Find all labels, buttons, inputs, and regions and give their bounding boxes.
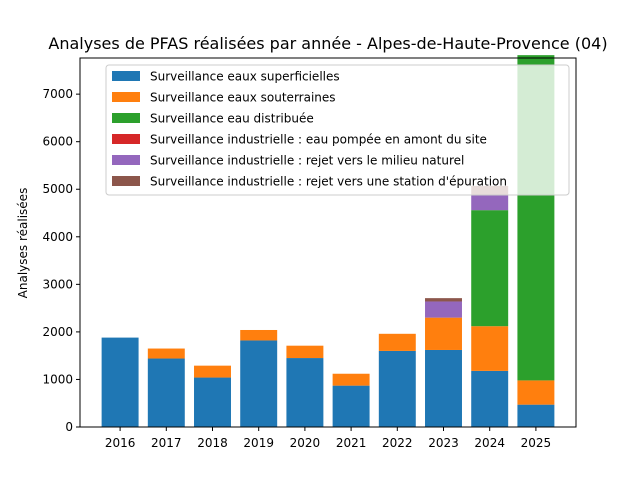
y-tick-label: 5000 bbox=[42, 182, 73, 196]
bar-segment-2025-series-1 bbox=[517, 404, 555, 427]
x-tick-label: 2019 bbox=[243, 436, 274, 450]
legend-label: Surveillance eau distribuée bbox=[150, 112, 314, 126]
x-tick-label: 2020 bbox=[290, 436, 321, 450]
x-axis: 2016 2017 2018 2019 2020 2021 2022 2023 2024 2025 bbox=[105, 427, 551, 450]
bar-segment-2018-series-2 bbox=[194, 365, 231, 378]
y-axis-label: Analyses réalisées bbox=[16, 188, 30, 299]
bar-segment-2023-series-2 bbox=[425, 317, 462, 350]
y-tick-label: 6000 bbox=[42, 135, 73, 149]
y-tick-label: 2000 bbox=[42, 325, 73, 339]
legend: Surveillance eaux superficielles Surveill… bbox=[105, 64, 570, 196]
legend-swatch bbox=[112, 71, 140, 81]
legend-label: Surveillance industrielle : rejet vers u… bbox=[150, 175, 507, 189]
x-tick-label: 2021 bbox=[336, 436, 367, 450]
chart-title: Analyses de PFAS réalisées par année - A… bbox=[48, 34, 607, 53]
bar-segment-2022-series-2 bbox=[378, 333, 416, 351]
bar-segment-2019-series-2 bbox=[240, 329, 278, 341]
y-tick-label: 1000 bbox=[42, 372, 73, 386]
bar-segment-2023-series-5 bbox=[425, 301, 462, 318]
bar-segment-2023-series-1 bbox=[425, 349, 462, 427]
x-tick-label: 2017 bbox=[151, 436, 182, 450]
bar-segment-2021-series-1 bbox=[332, 385, 370, 427]
legend-swatch bbox=[112, 92, 140, 102]
legend-label: Surveillance eaux souterraines bbox=[150, 91, 336, 105]
x-tick-label: 2025 bbox=[521, 436, 552, 450]
plot-frame bbox=[79, 57, 577, 428]
legend-box bbox=[105, 64, 570, 196]
legend-label: Surveillance industrielle : rejet vers l… bbox=[150, 154, 464, 168]
bar-segment-2020-series-1 bbox=[286, 358, 324, 427]
legend-swatch bbox=[112, 113, 140, 123]
legend-swatch bbox=[112, 134, 140, 144]
y-axis: 0 1000 2000 3000 4000 5000 6000 7000 bbox=[42, 87, 80, 434]
x-tick-label: 2022 bbox=[382, 436, 413, 450]
bar-segment-2017-series-2 bbox=[147, 348, 185, 359]
x-tick-label: 2018 bbox=[197, 436, 228, 450]
y-tick-label: 0 bbox=[65, 420, 73, 434]
bar-segment-2024-series-1 bbox=[471, 370, 509, 427]
bar-segment-2016-series-1 bbox=[101, 337, 139, 427]
bar-segment-2025-series-2 bbox=[517, 380, 555, 405]
bar-segment-2021-series-2 bbox=[332, 373, 370, 386]
bars-layer bbox=[101, 55, 555, 427]
bar-segment-2022-series-1 bbox=[378, 350, 416, 427]
x-tick-label: 2024 bbox=[474, 436, 505, 450]
bar-segment-2023-series-6 bbox=[425, 298, 462, 302]
bar-segment-2018-series-1 bbox=[194, 377, 231, 427]
y-tick-label: 7000 bbox=[42, 87, 73, 101]
bar-segment-2019-series-1 bbox=[240, 340, 278, 427]
x-tick-label: 2023 bbox=[428, 436, 459, 450]
y-tick-label: 4000 bbox=[42, 230, 73, 244]
y-tick-label: 3000 bbox=[42, 277, 73, 291]
bar-segment-2024-series-5 bbox=[471, 194, 509, 211]
bar-segment-2017-series-1 bbox=[147, 358, 185, 427]
bar-segment-2020-series-2 bbox=[286, 345, 324, 359]
legend-swatch bbox=[112, 176, 140, 186]
legend-swatch bbox=[112, 155, 140, 165]
x-tick-label: 2016 bbox=[105, 436, 136, 450]
legend-label: Surveillance eaux superficielles bbox=[150, 70, 340, 84]
legend-label: Surveillance industrielle : eau pompée e… bbox=[150, 133, 487, 147]
bar-segment-2024-series-2 bbox=[471, 326, 509, 371]
bar-segment-2024-series-3 bbox=[471, 210, 509, 327]
